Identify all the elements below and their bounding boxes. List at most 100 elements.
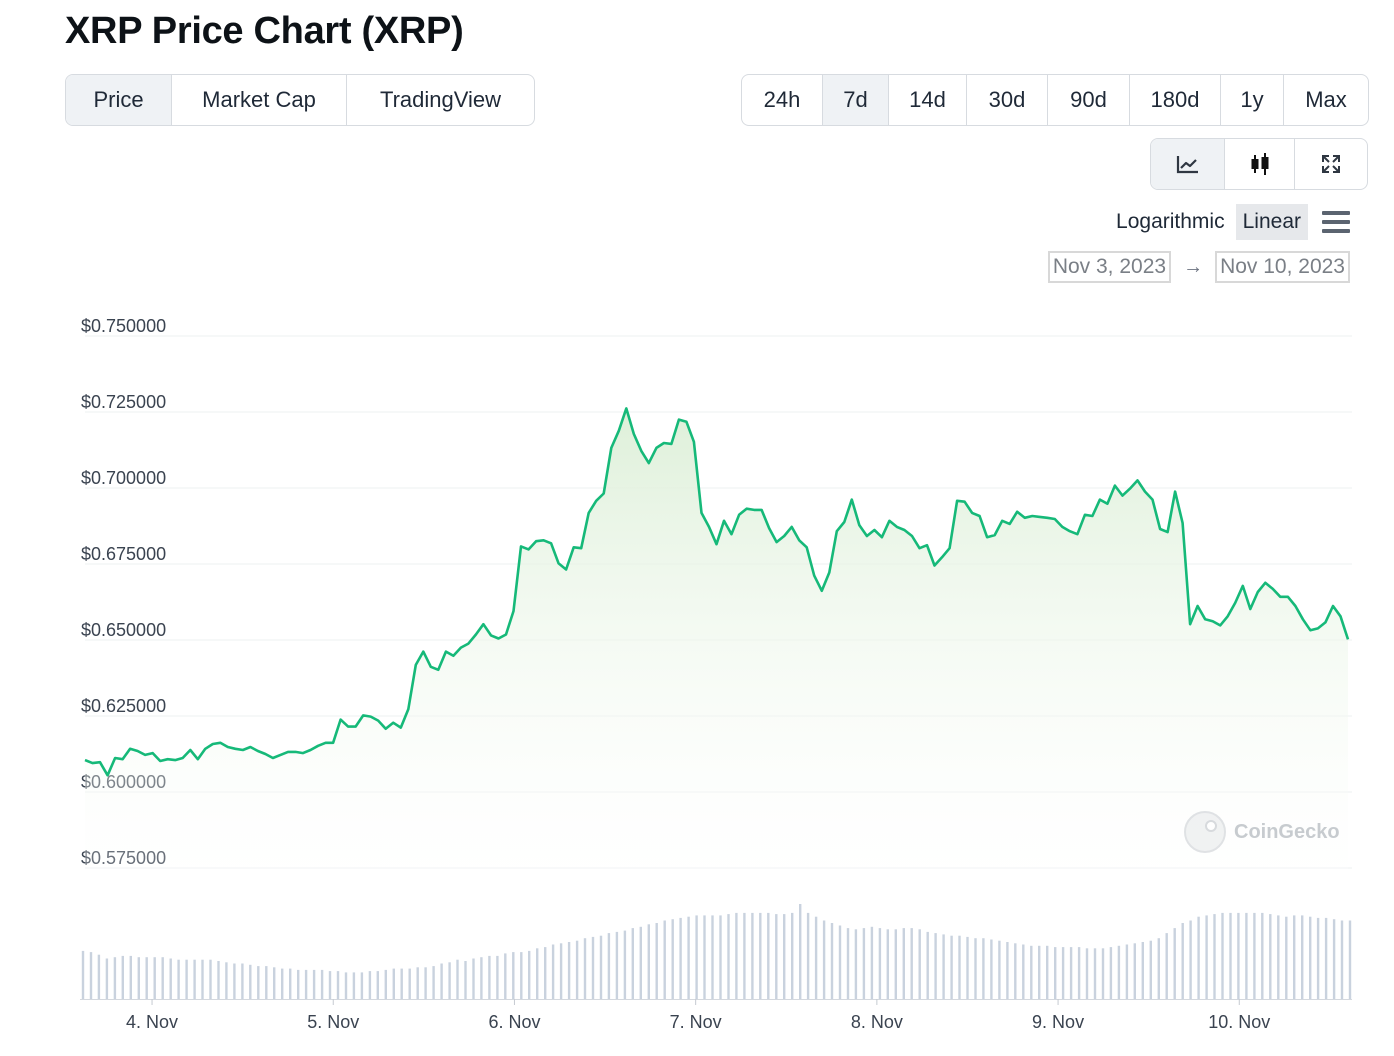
scale-linear[interactable]: Linear (1235, 204, 1308, 240)
volume-bar (1348, 920, 1352, 999)
volume-bar (599, 935, 603, 999)
volume-bar (735, 912, 738, 999)
view-tabs: Price Market Cap TradingView (65, 74, 535, 126)
volume-bar (392, 968, 395, 999)
fullscreen-button[interactable] (1295, 139, 1367, 189)
range-1y[interactable]: 1y (1221, 75, 1284, 125)
x-tick-label: 9. Nov (1032, 1012, 1084, 1032)
candlestick-button[interactable] (1225, 139, 1295, 189)
volume-bar (838, 925, 842, 999)
volume-bar (1261, 912, 1264, 999)
date-to-input[interactable]: Nov 10, 2023 (1215, 251, 1350, 283)
volume-bar (583, 938, 587, 999)
x-tick-label: 4. Nov (126, 1012, 178, 1032)
volume-bar (1237, 912, 1240, 999)
volume-bar (472, 958, 475, 999)
volume-bar (201, 959, 204, 999)
volume-bar (751, 912, 754, 999)
arrow-right-icon: → (1183, 255, 1204, 278)
volume-bar (289, 968, 292, 999)
scale-logarithmic[interactable]: Logarithmic (1116, 210, 1225, 233)
volume-bar (775, 914, 778, 999)
volume-bar (870, 926, 874, 999)
volume-bar (1157, 938, 1160, 999)
volume-bar (1293, 915, 1296, 999)
price-line (84, 407, 1350, 777)
tab-market-cap[interactable]: Market Cap (172, 75, 347, 125)
volume-bar (528, 950, 531, 999)
volume-bar (1141, 942, 1144, 999)
volume-bar (902, 928, 905, 999)
x-tick-label: 7. Nov (670, 1012, 722, 1032)
volume-bar (1101, 948, 1105, 999)
volume-bar (137, 957, 140, 999)
tab-tradingview[interactable]: TradingView (379, 87, 502, 112)
volume-bar (998, 940, 1001, 999)
x-tick-label: 8. Nov (851, 1012, 903, 1032)
range-14d[interactable]: 14d (889, 75, 967, 125)
volume-bar (1109, 947, 1113, 999)
tab-price[interactable]: Price (66, 75, 172, 125)
volume-bar (639, 926, 642, 999)
volume-bar (400, 968, 403, 999)
volume-bar (647, 924, 650, 999)
volume-bar (432, 966, 435, 999)
x-tick-label: 6. Nov (488, 1012, 540, 1032)
volume-bar (1022, 944, 1025, 999)
volume-bar (958, 935, 961, 999)
volume-bar (1245, 912, 1248, 999)
volume-bar (1213, 914, 1216, 999)
range-30d[interactable]: 30d (967, 75, 1048, 125)
volume-bar (97, 954, 101, 999)
volume-bar (822, 920, 826, 999)
volume-bar (233, 963, 236, 999)
range-max[interactable]: Max (1305, 87, 1347, 112)
volume-bar (671, 919, 674, 999)
volume-bar (512, 952, 515, 999)
volume-bar (567, 942, 571, 999)
volume-bar (1054, 947, 1057, 999)
volume-bar (575, 940, 579, 999)
range-90d[interactable]: 90d (1048, 75, 1130, 125)
volume-bars (81, 904, 1352, 999)
volume-bar (615, 931, 619, 999)
candlestick-icon (1251, 153, 1268, 175)
gecko-logo-icon (1184, 811, 1226, 853)
volume-bar (1014, 943, 1017, 999)
volume-bar (1316, 917, 1320, 999)
volume-bar (679, 917, 682, 999)
range-7d[interactable]: 7d (823, 75, 889, 125)
volume-bar (360, 972, 364, 999)
volume-bar (1221, 912, 1224, 999)
volume-bar (846, 928, 850, 999)
volume-bar (440, 963, 443, 999)
range-180d[interactable]: 180d (1130, 75, 1221, 125)
volume-bar (814, 916, 818, 999)
x-tick-label: 5. Nov (307, 1012, 359, 1032)
volume-bar (934, 933, 937, 999)
y-tick-label: $0.650000 (81, 620, 166, 640)
volume-bar (1340, 920, 1344, 999)
line-chart-icon (1176, 156, 1198, 174)
volume-bar (695, 915, 698, 999)
volume-bar (408, 968, 411, 999)
menu-icon[interactable] (1322, 211, 1350, 233)
date-from-input[interactable]: Nov 3, 2023 (1047, 251, 1172, 283)
line-chart-button[interactable] (1151, 139, 1225, 189)
range-24h[interactable]: 24h (742, 75, 823, 125)
volume-bar (312, 969, 316, 999)
volume-bar (320, 969, 324, 999)
volume-bar (767, 912, 770, 999)
y-tick-label: $0.700000 (81, 468, 166, 488)
volume-bar (862, 928, 866, 999)
volume-bar (791, 912, 794, 999)
volume-bar (607, 933, 611, 999)
volume-bar (655, 923, 658, 999)
volume-bar (926, 931, 929, 999)
volume-bar (1125, 944, 1129, 999)
date-range: Nov 3, 2023 → Nov 10, 2023 (1047, 251, 1350, 283)
volume-bar (703, 915, 706, 999)
volume-bar (145, 957, 148, 999)
volume-bar (193, 959, 196, 999)
volume-bar (806, 912, 810, 999)
